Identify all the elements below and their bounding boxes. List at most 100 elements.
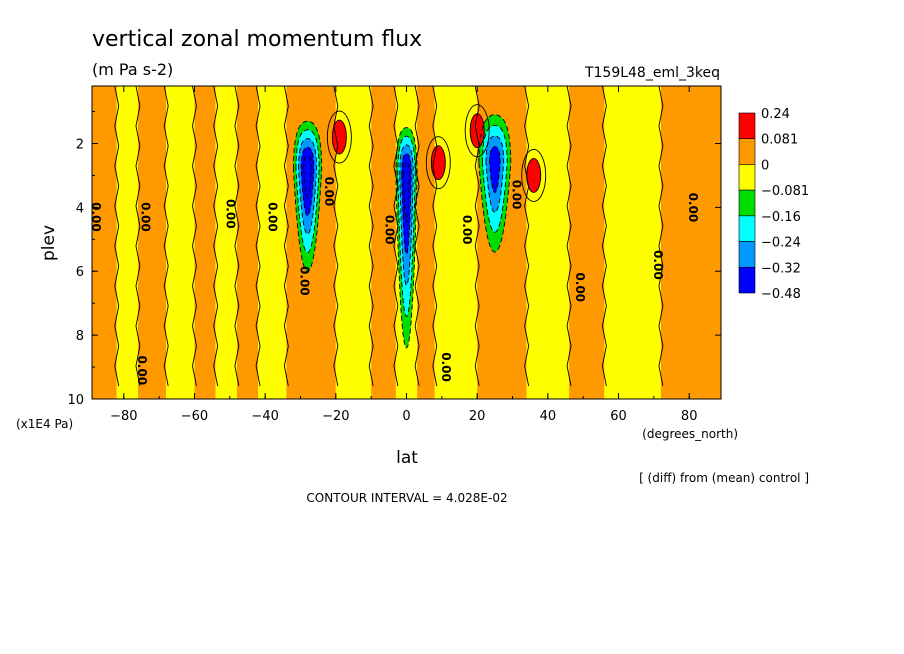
- background-band: [371, 86, 396, 399]
- contour-label: 0.00: [297, 266, 311, 296]
- legend-label: −0.16: [761, 210, 801, 225]
- color-legend: 0.24 0.081 0 −0.081 −0.16 −0.24 −0.32 −0.48: [738, 107, 809, 302]
- zero-contour: [524, 86, 530, 387]
- legend-label: 0.24: [761, 107, 790, 122]
- positive-max-eq-contour: [430, 145, 446, 181]
- sh-negative-lobe-contour: [295, 129, 320, 254]
- x-tick-label: −20: [322, 409, 349, 424]
- background-band: [569, 86, 605, 399]
- zero-contour: [414, 86, 420, 387]
- background-band: [92, 86, 117, 399]
- positive-max-nh: [470, 113, 485, 148]
- nh-negative-lobe-contour: [485, 135, 505, 213]
- contour-label: 0.00: [510, 180, 524, 210]
- zero-contour: [658, 86, 664, 387]
- contour-interval: CONTOUR INTERVAL = 4.028E-02: [306, 491, 507, 505]
- legend-swatch: [738, 164, 756, 191]
- contour-label: 0.00: [223, 199, 237, 229]
- x-tick-label: 60: [610, 409, 627, 424]
- legend-label: −0.24: [761, 236, 801, 251]
- positive-max-sh: [332, 120, 347, 155]
- sh-negative-lobe-contour: [303, 155, 312, 198]
- background-band: [660, 86, 721, 399]
- legend-swatch: [738, 112, 756, 140]
- units-label: (m Pa s-2): [92, 60, 173, 79]
- sh-negative-lobe-contour: [292, 120, 323, 272]
- contour-label: 0.00: [135, 355, 149, 385]
- diff-note: [ (diff) from (mean) control ]: [639, 471, 809, 485]
- background-band: [116, 86, 138, 399]
- contour-label: 0.00: [439, 352, 453, 382]
- y-axis-label: plev: [39, 225, 59, 261]
- legend-label: 0.081: [761, 133, 798, 148]
- legend-swatch: [738, 215, 756, 242]
- x-tick-label: −40: [251, 409, 278, 424]
- contour-label: 0.00: [138, 202, 152, 232]
- positive-max-sh-outer-contour: [326, 110, 352, 164]
- contour-label: 0.00: [89, 202, 103, 232]
- nh-negative-lobe: [489, 146, 501, 193]
- zero-contour: [163, 86, 169, 387]
- positive-max-eq-outer-contour: [425, 136, 451, 190]
- y-tick-label: 10: [67, 393, 84, 408]
- chart-title: vertical zonal momentum flux: [92, 27, 422, 52]
- background-band: [194, 86, 216, 399]
- plot-area: 0.00 0.00 0.00 0.00 0.00 0.00 0.00 0.00 0.00 0.00…: [89, 86, 721, 399]
- legend-swatch: [738, 138, 756, 165]
- zero-contour: [234, 86, 240, 387]
- contour-label: 0.00: [266, 202, 280, 232]
- y-tick-label: 6: [76, 265, 84, 280]
- contour-label: 0.00: [460, 215, 474, 245]
- legend-label: −0.48: [761, 287, 801, 302]
- positive-max-sh-contour: [331, 119, 347, 155]
- zero-contour: [566, 86, 572, 387]
- background-band: [604, 86, 661, 399]
- x-tick-label: 40: [540, 409, 557, 424]
- y-tick-label: 8: [76, 329, 84, 344]
- contour-label: 0.00: [573, 272, 587, 302]
- zero-contour: [368, 86, 374, 387]
- background-band: [417, 86, 435, 399]
- contour-label: 0.00: [322, 177, 336, 207]
- zero-contour: [213, 86, 219, 387]
- positive-max-nh2: [526, 158, 541, 193]
- zero-contour: [601, 86, 607, 387]
- background-band: [526, 86, 570, 399]
- y-axis: 2 4 6 8 10: [67, 111, 721, 408]
- zero-contour: [432, 86, 438, 387]
- background-band: [215, 86, 237, 399]
- legend-label: −0.32: [761, 261, 801, 276]
- run-label: T159L48_eml_3keq: [584, 65, 720, 81]
- x-tick-label: 20: [469, 409, 486, 424]
- legend-label: 0: [761, 158, 769, 173]
- zero-contour: [333, 86, 339, 387]
- legend-label: −0.081: [761, 184, 809, 199]
- background-band: [137, 86, 167, 399]
- contour-label: 0.00: [382, 215, 396, 245]
- zero-contour: [474, 86, 480, 387]
- equatorial-negative-column-contour: [395, 127, 418, 349]
- equatorial-negative-column-contour: [397, 135, 416, 317]
- equatorial-negative-column-contour: [401, 153, 412, 255]
- x-tick-label: 0: [402, 409, 410, 424]
- background-band: [236, 86, 259, 399]
- sh-negative-lobe-contour: [298, 138, 318, 235]
- equatorial-negative-column-contour: [403, 161, 410, 223]
- x-tick-label: −80: [110, 409, 137, 424]
- x-axis-units: (degrees_north): [642, 427, 738, 441]
- background-band: [166, 86, 195, 399]
- zero-contour: [393, 86, 399, 387]
- y-tick-label: 2: [76, 137, 84, 152]
- zero-contour: [255, 86, 261, 387]
- sh-negative-lobe: [303, 155, 312, 197]
- zero-contour: [283, 86, 289, 387]
- y-axis-units: (x1E4 Pa): [16, 417, 73, 431]
- positive-max-nh2-outer-contour: [521, 148, 547, 202]
- contour-label: 0.00: [651, 250, 665, 280]
- equatorial-negative-column-contour: [399, 144, 414, 286]
- zero-contour: [135, 86, 141, 387]
- y-tick-label: 4: [76, 201, 84, 216]
- x-tick-label: 80: [681, 409, 698, 424]
- contour-label: 0.00: [686, 193, 700, 223]
